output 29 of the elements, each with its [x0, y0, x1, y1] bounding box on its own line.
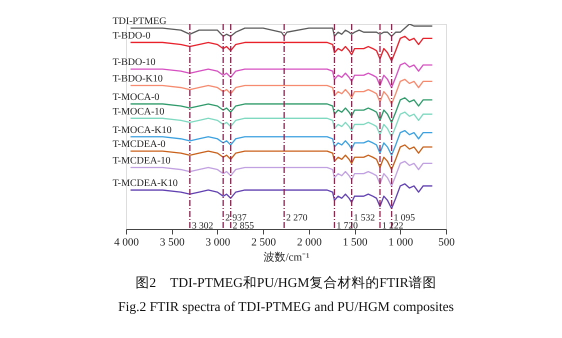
- series-label: T-MOCA-K10: [112, 124, 172, 136]
- ref-line-label: 2 270: [286, 213, 308, 224]
- series-label: T-BDO-0: [112, 30, 151, 42]
- series-label: T-MOCA-0: [112, 92, 160, 103]
- series-label: T-BDO-K10: [112, 74, 163, 84]
- x-axis-title: 波数/cm⁻¹: [264, 250, 310, 264]
- ref-line-label: 3 302: [192, 221, 214, 232]
- x-tick-label: 3 500: [160, 236, 186, 248]
- x-tick-label: 1 000: [388, 236, 414, 248]
- ref-line-label: 1 095: [394, 213, 416, 224]
- ref-line-label: 2 937: [225, 213, 247, 224]
- x-tick-label: 4 000: [114, 236, 140, 248]
- series-label: TDI-PTMEG: [112, 16, 166, 28]
- ref-line-label: 1 222: [382, 221, 404, 232]
- x-tick-label: 2 000: [296, 236, 322, 248]
- x-tick-label: 1 500: [342, 236, 368, 248]
- x-tick-label: 3 000: [206, 236, 231, 248]
- ref-line-label: 2 855: [232, 221, 254, 232]
- series-label: T-MCDEA-0: [112, 139, 166, 150]
- series-label: T-BDO-10: [112, 57, 156, 68]
- caption: 图2 TDI-PTMEG和PU/HGM复合材料的FTIR谱图: [135, 275, 437, 290]
- series-label: T-MOCA-10: [112, 106, 164, 118]
- ref-line-label: 1 532: [354, 213, 376, 224]
- ref-line-label: 1 720: [336, 221, 358, 232]
- series-label: T-MCDEA-K10: [112, 178, 178, 190]
- x-tick-label: 2 500: [251, 236, 277, 248]
- x-tick-label: 500: [438, 236, 456, 248]
- caption: Fig.2 FTIR spectra of TDI-PTMEG and PU/HGM composites: [118, 299, 454, 314]
- series-label: T-MCDEA-10: [112, 156, 171, 166]
